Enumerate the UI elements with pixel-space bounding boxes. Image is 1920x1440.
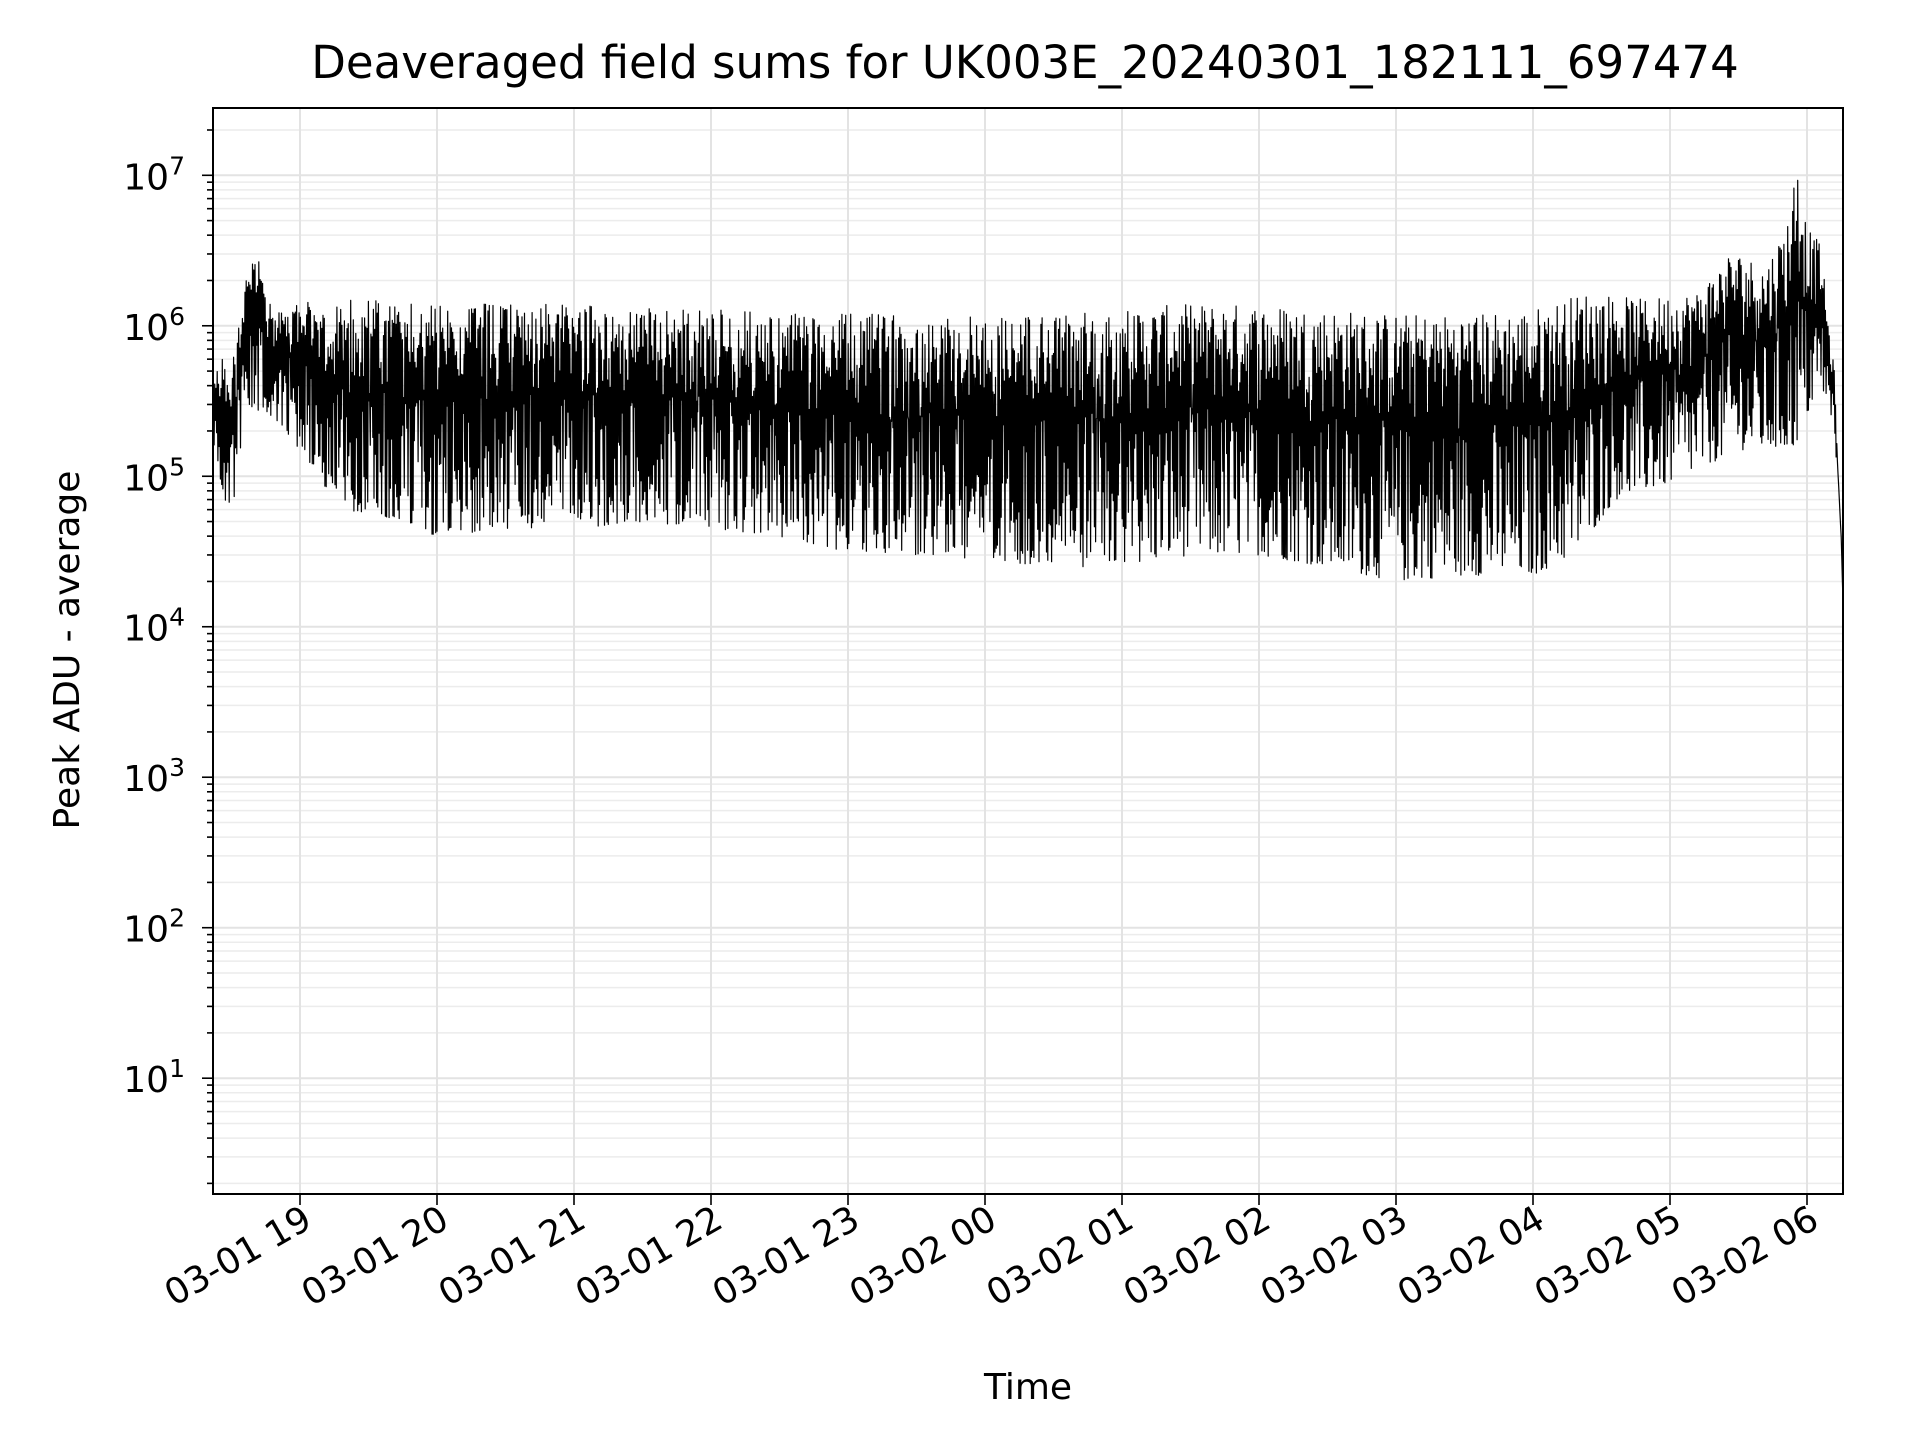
y-tick-label: 106 xyxy=(123,302,185,349)
y-tick-label: 102 xyxy=(123,904,185,951)
y-tick-label: 104 xyxy=(123,603,185,650)
y-tick-label: 107 xyxy=(123,151,185,198)
y-tick-label: 101 xyxy=(123,1054,185,1101)
series-line-0 xyxy=(213,179,1843,624)
y-axis: 101 102 103 104 105 106 107 xyxy=(123,129,213,1185)
y-axis-label: Peak ADU - average xyxy=(47,471,88,830)
plot-frame xyxy=(212,107,1844,1195)
y-tick-label: 105 xyxy=(123,452,185,499)
data-series xyxy=(213,179,1843,624)
chart-title: Deaveraged field sums for UK003E_2024030… xyxy=(311,36,1738,89)
y-tick-label: 103 xyxy=(123,753,185,800)
x-axis-label: Time xyxy=(983,1367,1072,1408)
